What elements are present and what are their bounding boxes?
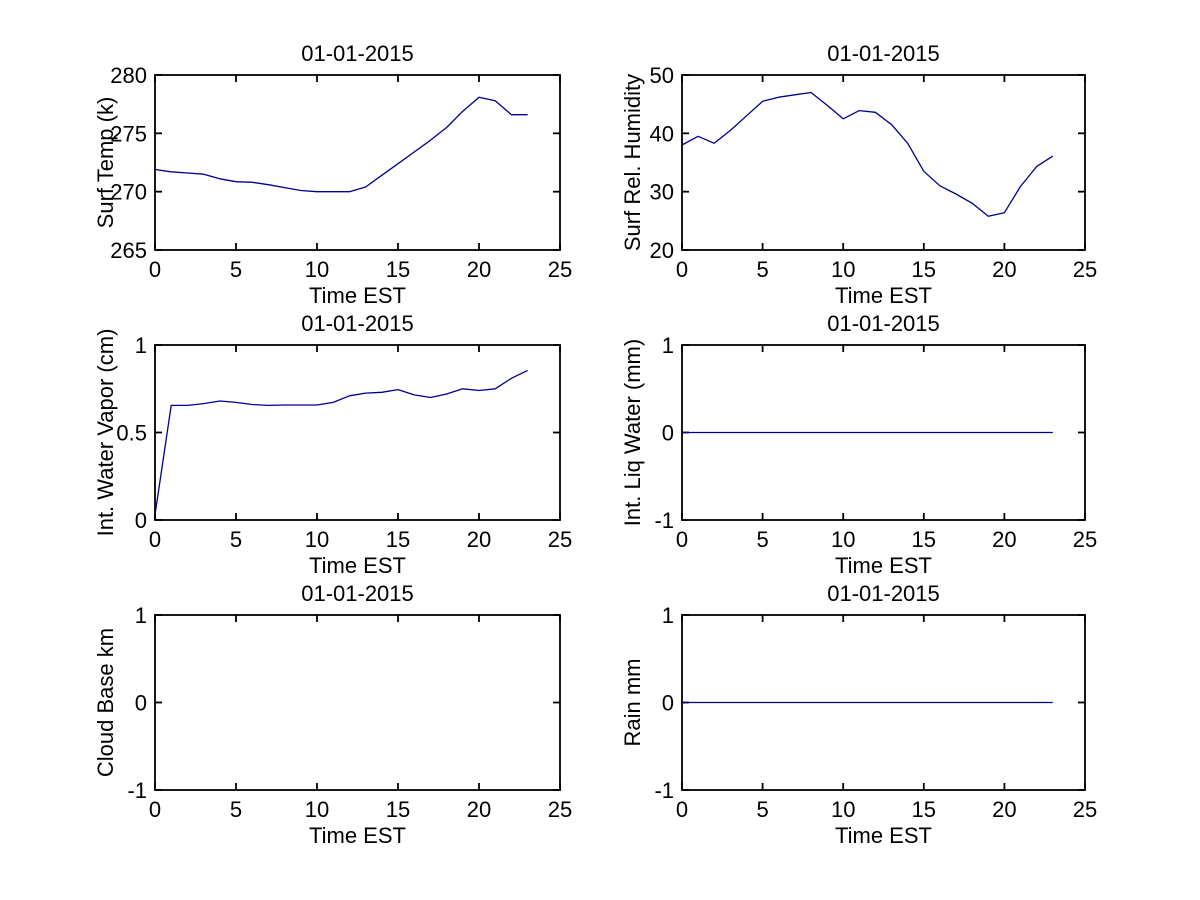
x-axis-label: Time EST: [835, 283, 932, 308]
x-tick-label: 5: [756, 797, 768, 822]
y-axis-label: Cloud Base km: [93, 628, 118, 777]
data-line-surf-rel-humidity: [681, 91, 1054, 217]
subplot-surf-rel-humidity: 0 5 10 15 20 25 20 30 40 50 01-01-2015 Time EST Surf…: [620, 41, 1097, 308]
x-axis-label: Time EST: [309, 823, 406, 848]
axes-box: [154, 344, 561, 521]
y-axis-label: Int. Water Vapor (cm): [93, 329, 118, 537]
y-tick-label: 30: [650, 180, 674, 205]
axes-box: [154, 614, 561, 791]
x-tick-label: 25: [1073, 797, 1097, 822]
y-tick-label: -1: [127, 778, 147, 803]
x-tick-label: 10: [305, 797, 329, 822]
x-tick-label: 0: [149, 257, 161, 282]
x-tick-label: 15: [386, 797, 410, 822]
x-tick-label: 25: [1073, 257, 1097, 282]
y-tick-label: 265: [110, 238, 147, 263]
x-tick-label: 15: [386, 527, 410, 552]
x-tick-label: 20: [992, 257, 1016, 282]
x-tick-label: 10: [831, 257, 855, 282]
x-tick-label: 25: [548, 797, 572, 822]
x-axis-label: Time EST: [835, 823, 932, 848]
data-line-surf-temp: [154, 96, 528, 193]
x-tick-label: 20: [992, 797, 1016, 822]
y-tick-label: 1: [135, 603, 147, 628]
subplot-surf-temp: 0 5 10 15 20 25 265 270 275 280 01-01-2015 Time EST…: [93, 41, 572, 308]
x-tick-label: 0: [676, 257, 688, 282]
y-axis-label: Int. Liq Water (mm): [620, 339, 645, 526]
axes-box: [681, 74, 1086, 251]
y-tick-label: 0: [135, 691, 147, 716]
y-tick-label: 20: [650, 238, 674, 263]
plot-title: 01-01-2015: [827, 311, 940, 336]
x-tick-label: 25: [548, 257, 572, 282]
x-tick-label: 20: [467, 797, 491, 822]
x-tick-label: 20: [992, 527, 1016, 552]
x-tick-label: 15: [386, 257, 410, 282]
x-tick-label: 10: [305, 527, 329, 552]
y-axis-label: Surf Temp (k): [93, 97, 118, 229]
plot-title: 01-01-2015: [301, 581, 414, 606]
y-axis-label: Surf Rel. Humidity: [620, 74, 645, 251]
x-tick-label: 10: [831, 527, 855, 552]
y-tick-label: 1: [135, 333, 147, 358]
y-tick-label: 0: [662, 421, 674, 446]
x-tick-label: 15: [912, 797, 936, 822]
x-tick-label: 20: [467, 257, 491, 282]
x-tick-label: 0: [676, 527, 688, 552]
x-axis-label: Time EST: [309, 283, 406, 308]
plot-title: 01-01-2015: [827, 581, 940, 606]
subplot-int-water-vapor: 0 5 10 15 20 25 0 0.5 1 01-01-2015 Time EST Int. Wa…: [93, 311, 572, 578]
x-tick-label: 15: [912, 527, 936, 552]
y-tick-label: -1: [654, 508, 674, 533]
x-tick-label: 0: [676, 797, 688, 822]
axes-box: [154, 74, 561, 251]
y-tick-label: 270: [110, 180, 147, 205]
x-axis-label: Time EST: [835, 553, 932, 578]
plot-title: 01-01-2015: [827, 41, 940, 66]
data-line-int-water-vapor: [154, 369, 528, 515]
y-tick-label: 1: [662, 333, 674, 358]
x-tick-label: 0: [149, 527, 161, 552]
y-tick-label: 40: [650, 121, 674, 146]
x-axis-label: Time EST: [309, 553, 406, 578]
x-tick-label: 5: [230, 797, 242, 822]
plot-title: 01-01-2015: [301, 41, 414, 66]
y-tick-label: 50: [650, 63, 674, 88]
x-tick-label: 5: [756, 527, 768, 552]
x-tick-label: 20: [467, 527, 491, 552]
plot-title: 01-01-2015: [301, 311, 414, 336]
x-tick-label: 5: [230, 527, 242, 552]
y-tick-label: 280: [110, 63, 147, 88]
x-tick-label: 0: [149, 797, 161, 822]
x-tick-label: 5: [230, 257, 242, 282]
x-tick-label: 10: [831, 797, 855, 822]
x-tick-label: 10: [305, 257, 329, 282]
y-tick-label: 0: [662, 691, 674, 716]
x-tick-label: 25: [548, 527, 572, 552]
y-tick-label: 0: [135, 508, 147, 533]
x-tick-label: 15: [912, 257, 936, 282]
y-tick-label: 275: [110, 121, 147, 146]
x-tick-label: 5: [756, 257, 768, 282]
y-tick-label: 0.5: [116, 421, 147, 446]
y-axis-label: Rain mm: [620, 658, 645, 746]
x-tick-label: 25: [1073, 527, 1097, 552]
y-tick-label: 1: [662, 603, 674, 628]
y-tick-label: -1: [654, 778, 674, 803]
